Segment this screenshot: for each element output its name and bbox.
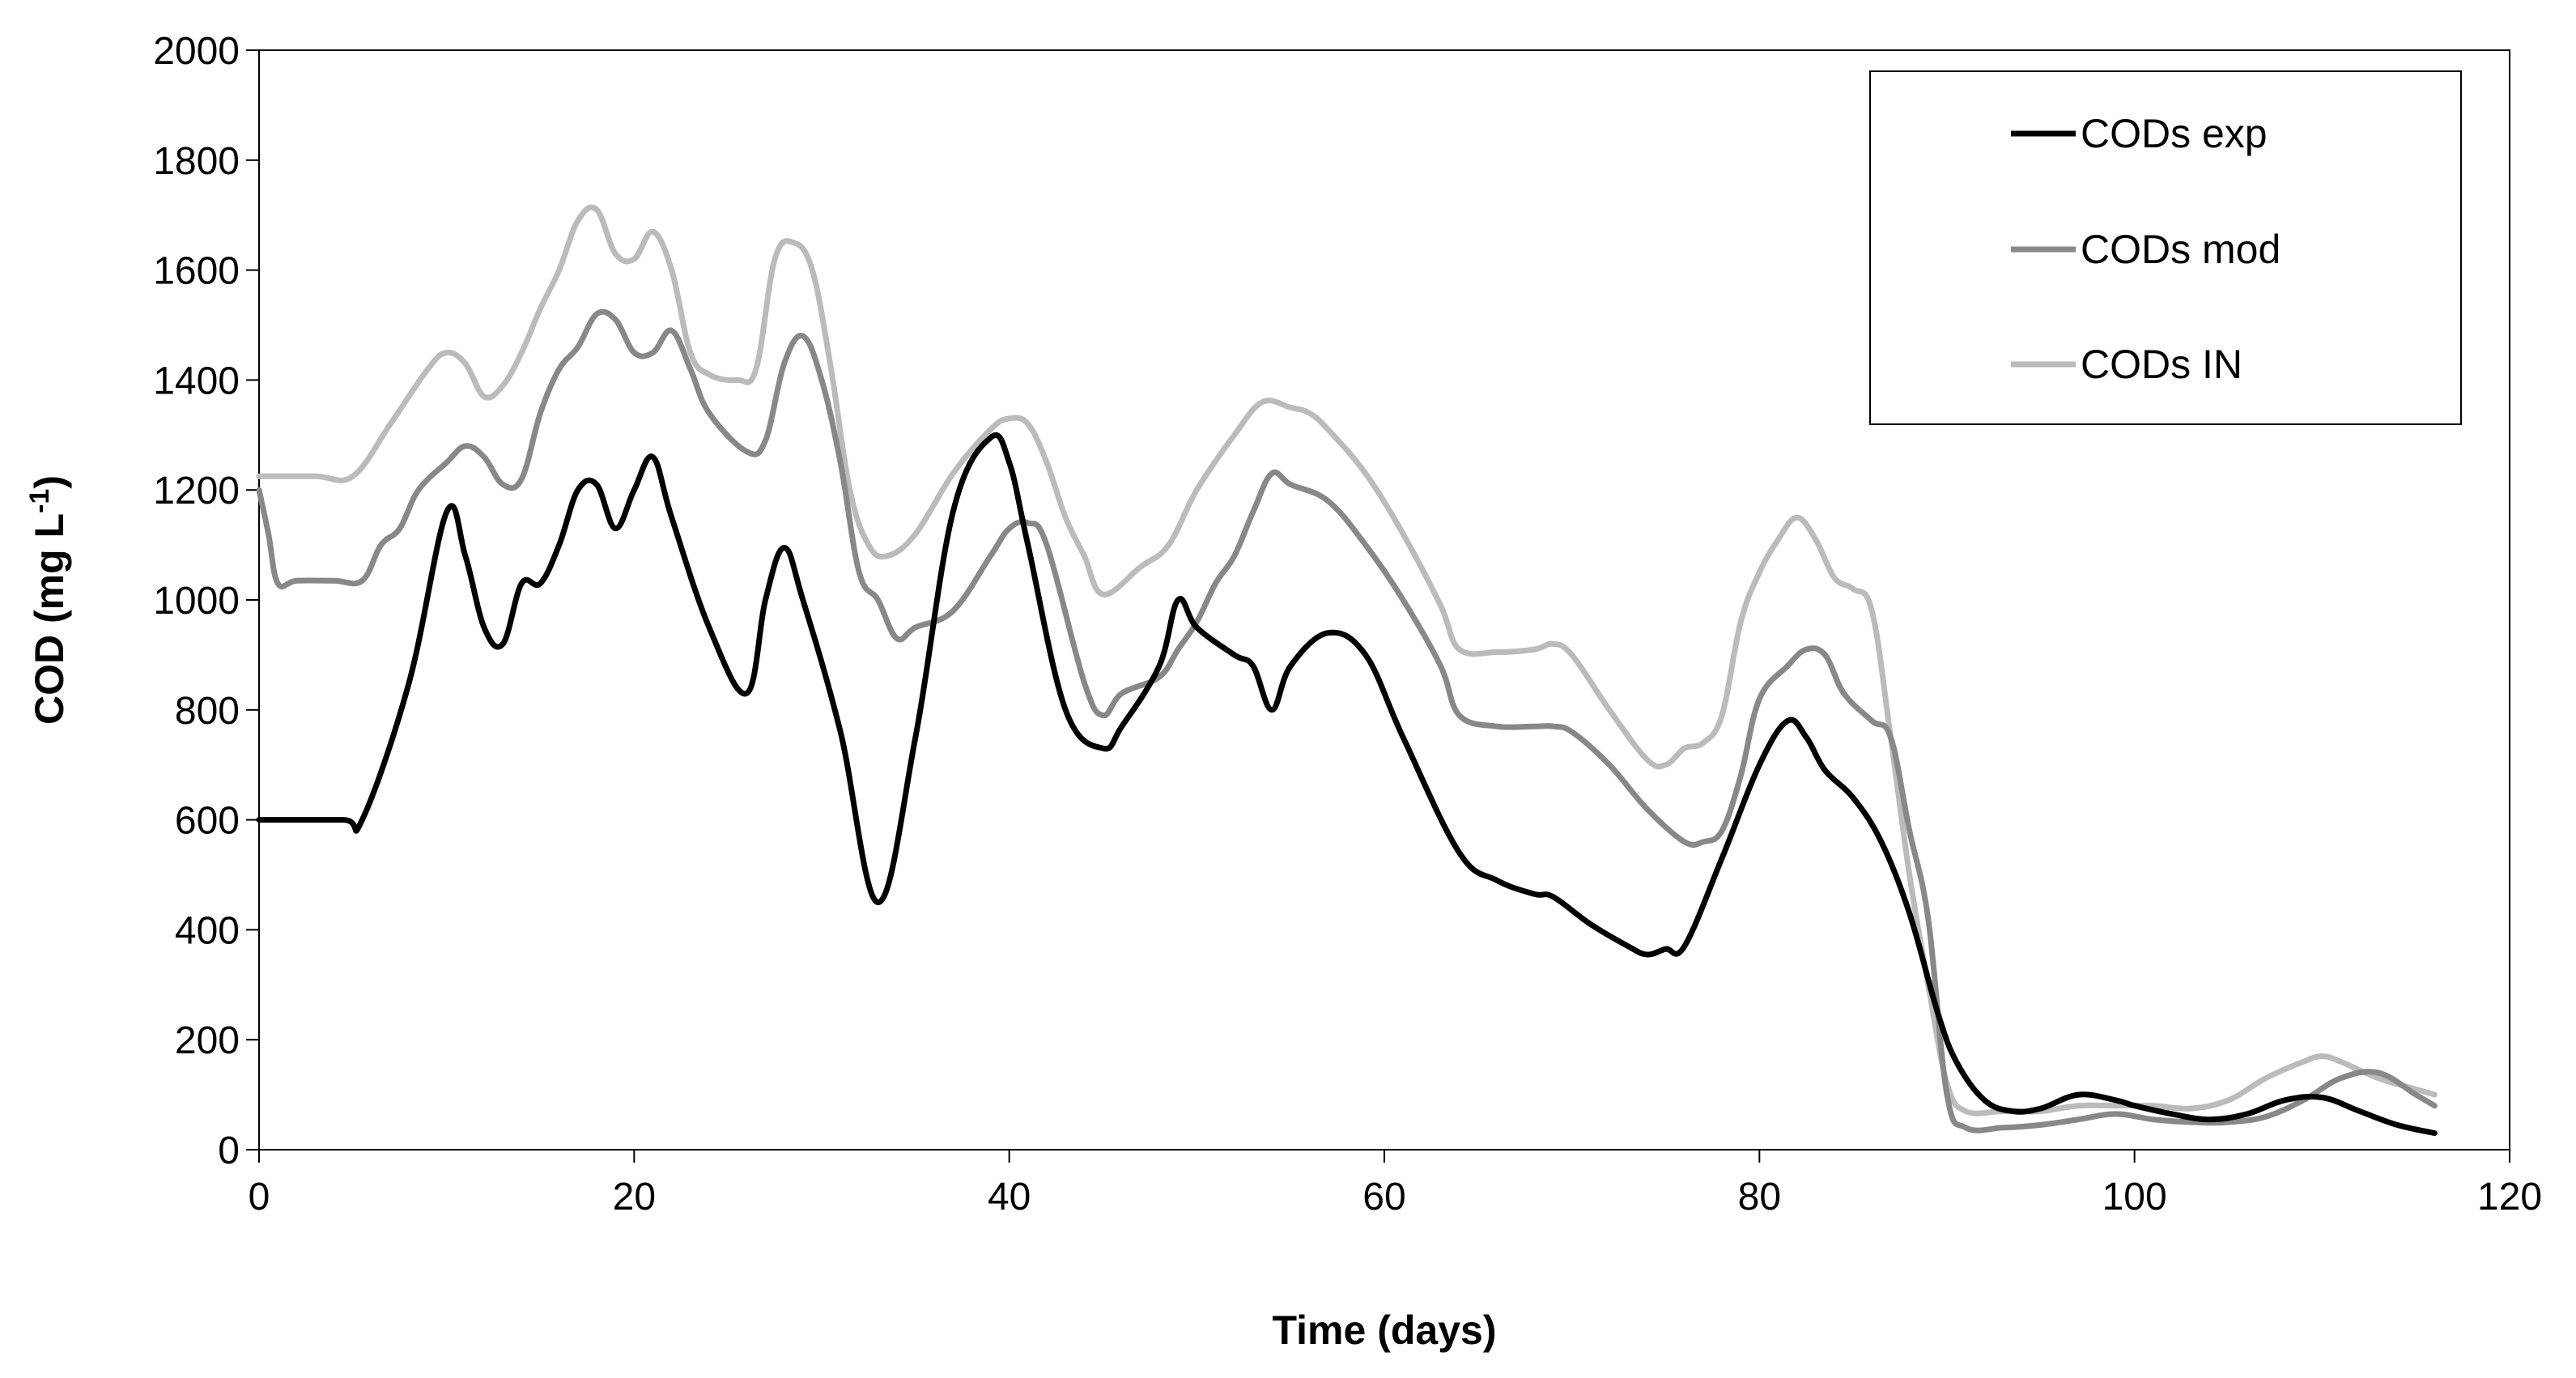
x-tick-label: 20 [613, 1176, 656, 1219]
legend: CODs exp CODs mod CODs IN [1869, 70, 2462, 425]
x-tick-label: 80 [1738, 1176, 1781, 1219]
y-tick-label: 400 [175, 909, 240, 952]
y-axis: 0 200 400 600 800 1000 1200 1400 1600 1800 2000 [153, 30, 259, 1172]
x-axis-title: Time (days) [1273, 1308, 1497, 1353]
x-tick-label: 100 [2102, 1176, 2167, 1219]
x-tick-label: 120 [2477, 1176, 2542, 1219]
legend-label-cods-mod: CODs mod [2081, 227, 2281, 272]
y-axis-title-superscript: -1 [24, 489, 55, 513]
y-tick-label: 1800 [153, 140, 240, 183]
y-tick-label: 600 [175, 800, 240, 843]
x-tick-label: 60 [1362, 1176, 1405, 1219]
y-tick-label: 800 [175, 690, 240, 733]
y-axis-title: COD (mg L-1) [24, 475, 72, 725]
y-tick-label: 1600 [153, 250, 240, 293]
series-layer [256, 204, 2438, 1137]
x-axis: 0 20 40 60 80 100 120 [249, 1150, 2542, 1219]
y-tick-label: 2000 [153, 30, 240, 73]
legend-label-cods-in: CODs IN [2081, 342, 2242, 387]
y-tick-label: 1400 [153, 359, 240, 402]
legend-label-cods-exp: CODs exp [2081, 111, 2268, 156]
y-tick-label: 0 [218, 1129, 240, 1172]
y-tick-label: 200 [175, 1019, 240, 1062]
legend-box [1869, 70, 2462, 425]
x-tick-label: 40 [988, 1176, 1031, 1219]
x-tick-label: 0 [249, 1176, 270, 1219]
series-line-cods-mod [256, 308, 2438, 1133]
y-tick-label: 1000 [153, 580, 240, 623]
y-tick-label: 1200 [153, 470, 240, 512]
y-axis-title-main: COD (mg L [27, 513, 72, 725]
y-axis-title-end: ) [27, 475, 72, 489]
series-line-cods-exp [256, 432, 2438, 1137]
